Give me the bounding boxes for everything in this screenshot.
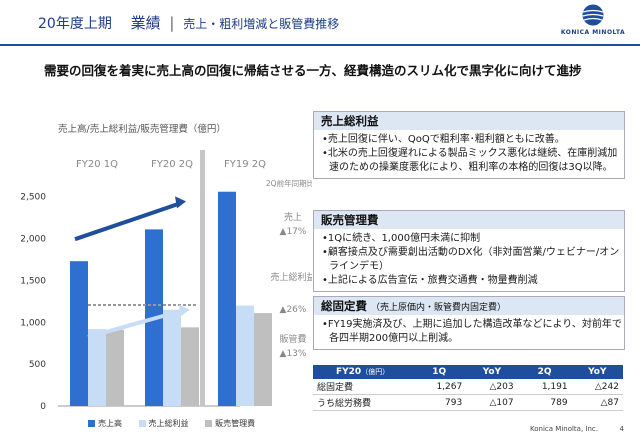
x-category-label: FY19 2Q bbox=[224, 159, 266, 170]
chart-title: 売上高/売上総利益/販売管理費（億円） bbox=[58, 124, 226, 135]
box-fixed-costs-list: •FY19実施済及び、上期に追加した構造改革などにより、対前年で各四半期200億… bbox=[322, 318, 624, 346]
title-subtitle: 売上・粗利増減と販管費推移 bbox=[183, 17, 340, 31]
page-title: 20年度上期 業績 | 売上・粗利増減と販管費推移 bbox=[38, 12, 339, 33]
logo-wordmark: KONICA MINOLTA bbox=[560, 29, 626, 36]
y-tick-label: 2,500 bbox=[20, 193, 46, 203]
table-header-row: FY20（億円） 1Q YoY 2Q YoY bbox=[313, 365, 623, 379]
bar-sga bbox=[254, 313, 272, 406]
legend-item-sga: 販売管理費 bbox=[205, 419, 255, 428]
table-header-cell: 1Q bbox=[412, 365, 467, 379]
bar-sales bbox=[218, 191, 236, 406]
table-header-cell: FY20（億円） bbox=[313, 365, 413, 379]
table-cell: 1,267 bbox=[412, 379, 467, 395]
page-number: 4 bbox=[619, 425, 624, 433]
box-fixed-costs-subtitle: （売上原価内・販管費内固定費） bbox=[371, 303, 507, 313]
table-cell: △242 bbox=[571, 379, 623, 395]
list-item: •上記による広告宣伝・旅費交通費・物量費削減 bbox=[322, 275, 538, 286]
company-logo: KONICA MINOLTA bbox=[558, 4, 628, 40]
y-tick-label: 1,500 bbox=[20, 276, 46, 286]
y-tick-label: 2,000 bbox=[20, 235, 46, 245]
box-gross-profit: 売上総利益 •売上回復に伴い、QoQで粗利率･粗利額ともに改善。 •北米の売上回… bbox=[313, 111, 625, 179]
table-header-cell: YoY bbox=[466, 365, 518, 379]
box-sga-list: •1Qに続き、1,000億円未満に抑制 •顧客接点及び需要創出活動のDX化（非対… bbox=[322, 232, 624, 288]
box-fixed-costs-title: 総固定費 （売上原価内・販管費内固定費） bbox=[314, 297, 624, 315]
list-item: •売上回復に伴い、QoQで粗利率･粗利額ともに改善。 bbox=[322, 134, 565, 145]
fixed-cost-table: FY20（億円） 1Q YoY 2Q YoY 総固定費 1,267 △203 1… bbox=[313, 365, 623, 411]
bar-gross-profit bbox=[236, 305, 254, 406]
table-cell: 789 bbox=[517, 394, 572, 411]
table-header-cell: YoY bbox=[571, 365, 623, 379]
box-sga: 販売管理費 •1Qに続き、1,000億円未満に抑制 •顧客接点及び需要創出活動の… bbox=[313, 210, 625, 292]
yoy-label: 売上総利益 bbox=[270, 271, 312, 283]
bar-chart: 0 500 1,000 1,500 2,000 2,500 FY20 1Q FY20 2Q FY… bbox=[20, 150, 312, 412]
gross-profit-trend-arrow bbox=[87, 308, 183, 339]
list-item: •顧客接点及び需要創出活動のDX化（非対面営業/ウェビナー/オンラインデモ） bbox=[322, 247, 620, 272]
bar-sales bbox=[70, 261, 88, 406]
table-cell: うち総労務費 bbox=[313, 394, 413, 411]
footer-company: Konica Minolta, Inc. bbox=[530, 425, 598, 433]
table-cell: △87 bbox=[571, 394, 623, 411]
y-tick-label: 1,000 bbox=[20, 318, 46, 328]
chart-legend: 売上高 売上総利益 販売管理費 bbox=[88, 418, 269, 429]
legend-label-sales: 売上高 bbox=[98, 419, 122, 428]
table-cell: △203 bbox=[466, 379, 518, 395]
title-separator: | bbox=[169, 14, 175, 32]
legend-item-gross-profit: 売上総利益 bbox=[138, 419, 189, 428]
yoy-value: ▲17% bbox=[280, 227, 307, 237]
sales-trend-arrowhead bbox=[175, 196, 186, 209]
list-item: •北米の売上回復遅れによる製品ミックス悪化は継続、在庫削減加速のための操業度悪化… bbox=[322, 148, 618, 173]
title-period: 20年度上期 bbox=[38, 16, 112, 32]
table-cell: 793 bbox=[412, 394, 467, 411]
yoy-value: ▲13% bbox=[280, 349, 307, 359]
logo-mark-icon bbox=[582, 4, 604, 26]
sales-trend-arrow bbox=[74, 201, 181, 242]
table-row: うち総労務費 793 △107 789 △87 bbox=[313, 394, 623, 411]
box-fixed-costs: 総固定費 （売上原価内・販管費内固定費） •FY19実施済及び、上期に追加した構… bbox=[313, 296, 625, 350]
legend-item-sales: 売上高 bbox=[88, 419, 122, 428]
list-item: •FY19実施済及び、上期に追加した構造改革などにより、対前年で各四半期200億… bbox=[322, 319, 622, 344]
table-cell: △107 bbox=[466, 394, 518, 411]
lead-message: 需要の回復を着実に売上高の回復に帰結させる一方、経費構造のスリム化で黒字化に向け… bbox=[44, 63, 582, 78]
yoy-label: 売上 bbox=[284, 211, 302, 223]
bar-gross-profit bbox=[163, 309, 181, 406]
box-sga-title: 販売管理費 bbox=[314, 211, 624, 229]
bar-gross-profit bbox=[88, 328, 106, 406]
y-tick-label: 500 bbox=[29, 360, 46, 370]
table-cell: 総固定費 bbox=[313, 379, 413, 395]
bar-sga bbox=[181, 327, 199, 406]
table-header-cell: 2Q bbox=[517, 365, 572, 379]
header-bar: 20年度上期 業績 | 売上・粗利増減と販管費推移 KONICA MINOLTA bbox=[0, 0, 640, 46]
yoy-label: 販管費 bbox=[279, 333, 306, 345]
legend-label-gross-profit: 売上総利益 bbox=[148, 419, 189, 428]
title-section: 業績 bbox=[130, 14, 161, 32]
bar-sga bbox=[106, 329, 124, 406]
y-tick-label: 0 bbox=[40, 402, 46, 412]
yoy-header: 2Q前年同期比 bbox=[266, 178, 312, 188]
gross-profit-trend-arrowhead bbox=[179, 304, 190, 317]
table-row: 総固定費 1,267 △203 1,191 △242 bbox=[313, 379, 623, 395]
yoy-value: ▲26% bbox=[280, 305, 307, 315]
x-category-label: FY20 2Q bbox=[151, 159, 193, 170]
legend-label-sga: 販売管理費 bbox=[215, 419, 256, 428]
list-item: •1Qに続き、1,000億円未満に抑制 bbox=[322, 233, 481, 244]
box-gross-profit-list: •売上回復に伴い、QoQで粗利率･粗利額ともに改善。 •北米の売上回復遅れによる… bbox=[322, 133, 624, 175]
table-cell: 1,191 bbox=[517, 379, 572, 395]
period-divider bbox=[200, 150, 205, 406]
x-category-label: FY20 1Q bbox=[76, 159, 118, 170]
box-gross-profit-title: 売上総利益 bbox=[314, 112, 624, 130]
